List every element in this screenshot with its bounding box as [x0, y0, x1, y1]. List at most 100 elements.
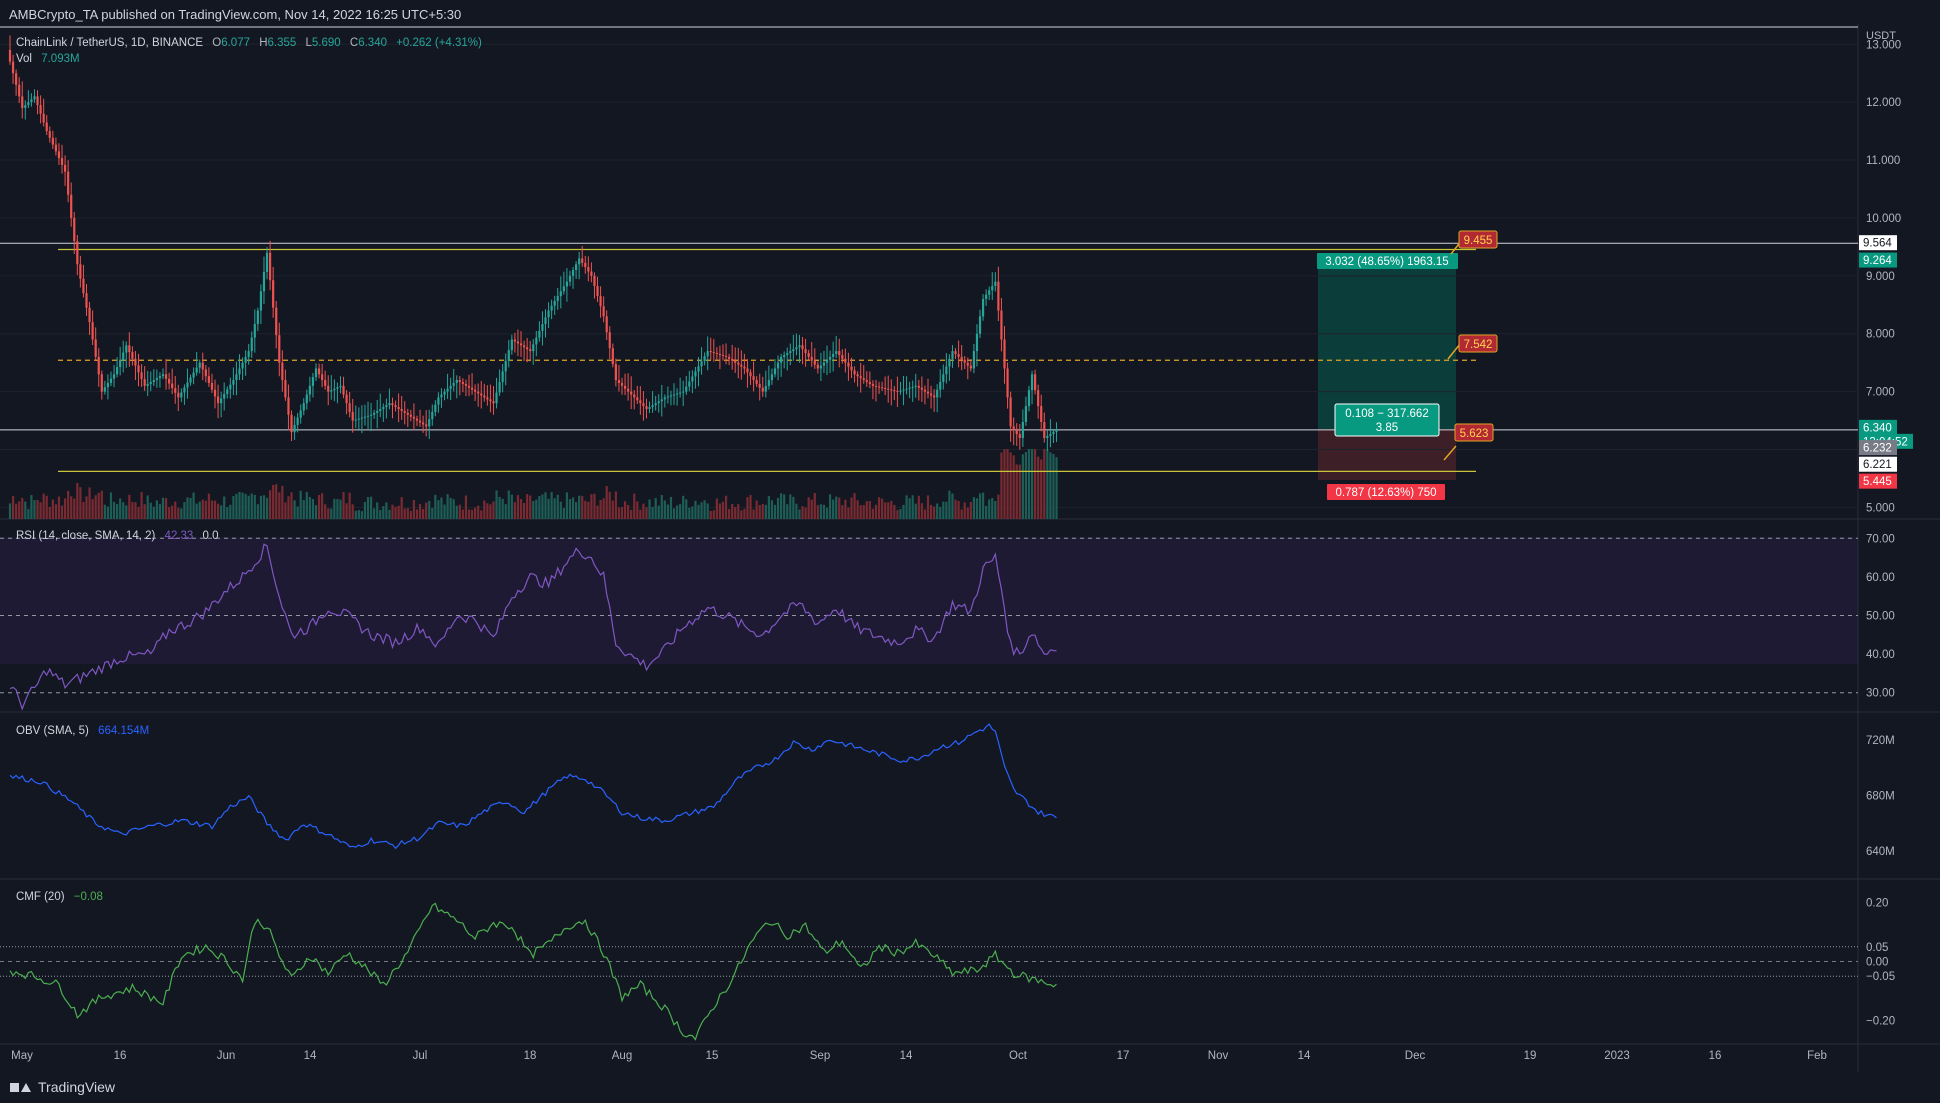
volume-bar — [575, 502, 578, 519]
volume-bar — [354, 510, 357, 519]
candle-body — [810, 356, 813, 361]
candle-body — [11, 61, 15, 74]
candle-body — [477, 391, 480, 394]
candle-body — [620, 382, 624, 386]
ratio-line-1: 0.108 − 317.662 — [1345, 408, 1428, 420]
tradingview-logo[interactable]: TradingView — [10, 1079, 115, 1095]
candle-body — [596, 285, 599, 297]
candle-body — [694, 371, 697, 377]
candle-body — [296, 417, 299, 425]
volume-bar — [590, 494, 593, 519]
candle-body — [575, 264, 578, 271]
volume-bar — [366, 496, 370, 519]
candle-body — [486, 397, 489, 400]
candle-body — [862, 378, 865, 381]
stop-annotation[interactable]: 0.787 (12.63%) 750 — [1327, 484, 1445, 500]
level-low-callout[interactable]: 5.623 — [1443, 423, 1494, 461]
volume-bar — [216, 503, 220, 519]
volume-bar — [694, 500, 697, 519]
volume-bar — [308, 496, 311, 519]
volume-bar — [434, 494, 437, 519]
candle-body — [954, 351, 957, 354]
cmf-legend: CMF (20) −0.08 — [16, 891, 103, 903]
volume-bar — [734, 507, 737, 519]
candle-body — [183, 387, 186, 393]
volume-bar — [360, 511, 363, 519]
candle-body — [360, 417, 363, 419]
volume-bar — [265, 497, 269, 519]
volume-bar — [57, 496, 61, 519]
candle-body — [440, 394, 443, 398]
candle-body — [94, 339, 97, 357]
volume-bar — [871, 508, 875, 519]
time-tick-label: 2023 — [1604, 1050, 1630, 1062]
level-high-callout[interactable]: 9.455 — [1450, 230, 1498, 255]
candle-body — [776, 362, 780, 369]
volume-bar — [565, 492, 569, 519]
volume-bar — [97, 492, 100, 519]
volume-bar — [345, 503, 348, 519]
candle-body — [565, 281, 569, 287]
ratio-annotation[interactable]: 0.108 − 317.662 3.85 — [1334, 403, 1440, 437]
target-annotation[interactable]: 3.032 (48.65%) 1963.15 — [1317, 253, 1458, 269]
candle-body — [100, 374, 103, 392]
volume-bar — [415, 509, 419, 519]
volume-bar — [828, 494, 832, 519]
level-mid-text: 7.542 — [1464, 339, 1493, 351]
volume-bar — [1040, 459, 1043, 519]
candle-body — [868, 381, 871, 384]
trading-chart[interactable]: USDT 13.000 12.000 11.000 10.000 9.000 8.000 7… — [0, 24, 1940, 1072]
volume-bar — [553, 498, 556, 519]
volume-bar — [238, 491, 241, 519]
volume-bar — [155, 500, 158, 519]
price-scale-tag-text: 6.340 — [1863, 422, 1892, 434]
volume-bar — [593, 493, 596, 519]
candle-body — [391, 403, 394, 406]
volume-bar — [311, 499, 315, 519]
time-tick-label: May — [11, 1050, 33, 1062]
candle-body — [832, 354, 835, 357]
candle-body — [116, 367, 119, 375]
indicator-tick-label: −0.20 — [1866, 1015, 1895, 1027]
candle-body — [250, 337, 253, 352]
time-tick-label: 14 — [304, 1050, 317, 1062]
candle-body — [773, 368, 777, 375]
volume-bar — [703, 500, 706, 519]
candle-body — [422, 422, 425, 425]
candle-body — [265, 252, 269, 272]
volume-bar — [293, 500, 296, 519]
candle-body — [541, 324, 544, 331]
volume-bar — [100, 490, 103, 519]
candle-body — [798, 345, 801, 348]
volume-bar — [951, 493, 954, 519]
candle-body — [379, 409, 382, 411]
candle-body — [544, 317, 547, 325]
candle-body — [177, 392, 180, 398]
candle-body — [599, 296, 602, 307]
candle-body — [220, 398, 223, 404]
volume-bar — [467, 509, 471, 519]
volume-bar — [669, 496, 673, 519]
volume-bar — [409, 510, 412, 519]
legend-vol-value: 7.093M — [41, 53, 79, 65]
legend-open: 6.077 — [221, 37, 250, 49]
volume-bar — [336, 499, 339, 519]
candle-body — [593, 275, 596, 286]
volume-bar — [645, 507, 648, 519]
volume-bar — [547, 498, 550, 519]
candle-body — [131, 352, 134, 359]
level-mid-callout[interactable]: 7.542 — [1447, 334, 1498, 360]
volume-bar — [192, 492, 195, 519]
candle-body — [981, 299, 985, 317]
candle-body — [783, 354, 786, 357]
cmf-value: −0.08 — [74, 891, 103, 903]
candle-body — [30, 99, 33, 103]
candle-body — [688, 381, 691, 387]
candle-body — [412, 416, 416, 419]
volume-bar — [868, 501, 871, 519]
volume-bar — [504, 504, 507, 519]
candle-body — [532, 344, 535, 352]
volume-bar — [452, 499, 455, 519]
candle-body — [327, 385, 330, 392]
candle-body — [682, 391, 685, 393]
